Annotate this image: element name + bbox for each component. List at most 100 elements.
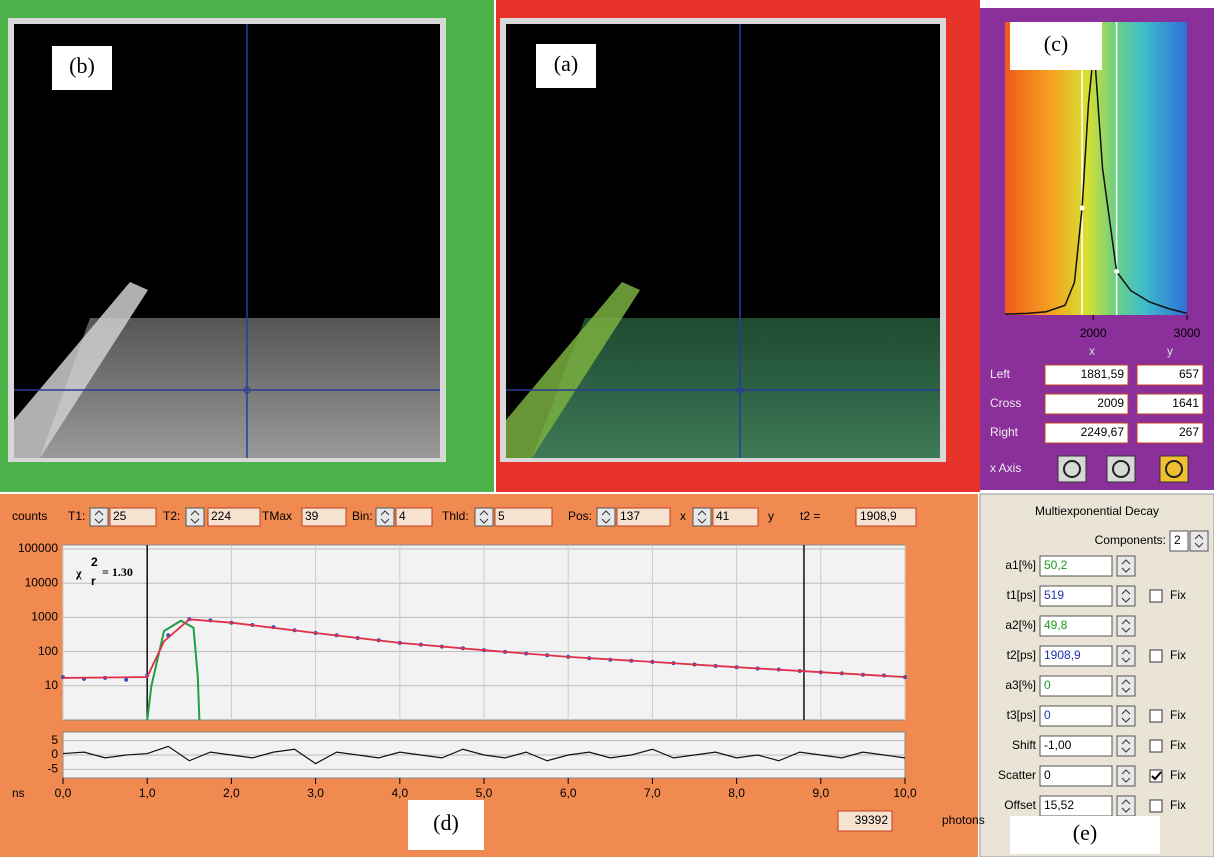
spinner[interactable] [1117,586,1135,606]
param-value: 0 [1044,678,1051,692]
column-header: y [1167,344,1173,358]
field-label: Bin: [352,509,373,523]
data-point [124,678,128,682]
field-label: Pos: [568,509,592,523]
spinner[interactable] [1190,531,1208,551]
param-label: t3[ps] [1007,708,1036,722]
field-value: 39 [305,509,319,523]
row-y: 267 [1179,425,1199,439]
param-label: t1[ps] [1007,588,1036,602]
y-tick-label: -5 [47,762,58,776]
row-y: 1641 [1172,396,1199,410]
param-label: a3[%] [1005,678,1036,692]
components-value: 2 [1174,533,1181,547]
row-x: 2249,67 [1081,425,1125,439]
x-tick-label: 2000 [1080,326,1107,340]
x-tick-label: 3000 [1174,326,1201,340]
spinner[interactable] [1117,556,1135,576]
axis-button[interactable] [1058,456,1086,482]
field-value: 4 [399,509,406,523]
field-value: 5 [498,509,505,523]
fix-label: Fix [1170,648,1186,662]
y-tick-label: 100 [38,644,58,658]
fix-checkbox[interactable] [1150,800,1162,812]
x-tick-label: 8,0 [728,786,745,800]
spinner[interactable] [1117,676,1135,696]
photons-label: photons [942,813,985,827]
panel-label: (c) [1044,31,1068,56]
row-x: 2009 [1097,396,1124,410]
param-label: Shift [1012,738,1037,752]
param-value: 50,2 [1044,558,1068,572]
param-label: Offset [1004,798,1036,812]
x-tick-label: 2,0 [223,786,240,800]
x-axis-label: ns [12,786,25,800]
param-value: -1,00 [1044,738,1072,752]
param-value: 0 [1044,768,1051,782]
fix-checkbox[interactable] [1150,590,1162,602]
toolbar-label: counts [12,509,47,523]
fix-label: Fix [1170,768,1186,782]
panel-label: (b) [69,53,95,78]
field-label: T2: [163,509,180,523]
param-box[interactable] [1040,676,1112,696]
spinner[interactable] [1117,616,1135,636]
field-value: 224 [211,509,231,523]
param-box[interactable] [1040,706,1112,726]
t2-value: 1908,9 [860,509,897,523]
param-label: a1[%] [1005,558,1036,572]
field-label: T1: [68,509,85,523]
fix-label: Fix [1170,738,1186,752]
row-label: Cross [990,396,1021,410]
field-suffix: y [768,509,774,523]
param-value: 49,8 [1044,618,1068,632]
axis-button[interactable] [1160,456,1188,482]
x-tick-label: 1,0 [139,786,156,800]
y-tick-label: 10 [45,678,59,692]
t2-label: t2 = [800,509,820,523]
param-label: Scatter [998,768,1036,782]
chi-symbol: χ [75,566,82,580]
field-value: 41 [716,509,730,523]
axis-button[interactable] [1107,456,1135,482]
param-value: 15,52 [1044,798,1074,812]
spinner[interactable] [1117,706,1135,726]
histogram-point [1114,269,1119,274]
fix-checkbox[interactable] [1150,710,1162,722]
param-value: 1908,9 [1044,648,1081,662]
x-tick-label: 6,0 [560,786,577,800]
row-label: Left [990,367,1011,381]
x-tick-label: 9,0 [812,786,829,800]
spinner[interactable] [1117,766,1135,786]
spinner[interactable] [1117,646,1135,666]
field-value: 137 [620,509,640,523]
fix-label: Fix [1170,798,1186,812]
field-label: TMax [262,509,292,523]
y-tick-label: 5 [51,733,58,747]
fix-checkbox[interactable] [1150,650,1162,662]
fix-label: Fix [1170,708,1186,722]
param-value: 0 [1044,708,1051,722]
x-tick-label: 7,0 [644,786,661,800]
panel-label: (e) [1073,820,1097,845]
x-tick-label: 10,0 [893,786,917,800]
chi-sup: 2 [91,555,98,569]
y-tick-label: 0 [51,747,58,761]
x-tick-label: 3,0 [307,786,324,800]
spinner[interactable] [1117,736,1135,756]
field-label: Thld: [442,509,469,523]
x-tick-label: 5,0 [476,786,493,800]
spinner[interactable] [1117,796,1135,816]
param-box[interactable] [1040,766,1112,786]
field-value: 25 [113,509,127,523]
fix-checkbox[interactable] [1150,740,1162,752]
row-x: 1881,59 [1081,367,1125,381]
components-label: Components: [1095,533,1166,547]
x-tick-label: 0,0 [55,786,72,800]
column-header: x [1089,344,1095,358]
photons-value: 39392 [855,813,889,827]
y-tick-label: 100000 [18,541,58,555]
screen: 20003000xyLeft1881,59657Cross20091641Rig… [0,0,1214,857]
axis-label: x Axis [990,461,1021,475]
row-label: Right [990,425,1019,439]
